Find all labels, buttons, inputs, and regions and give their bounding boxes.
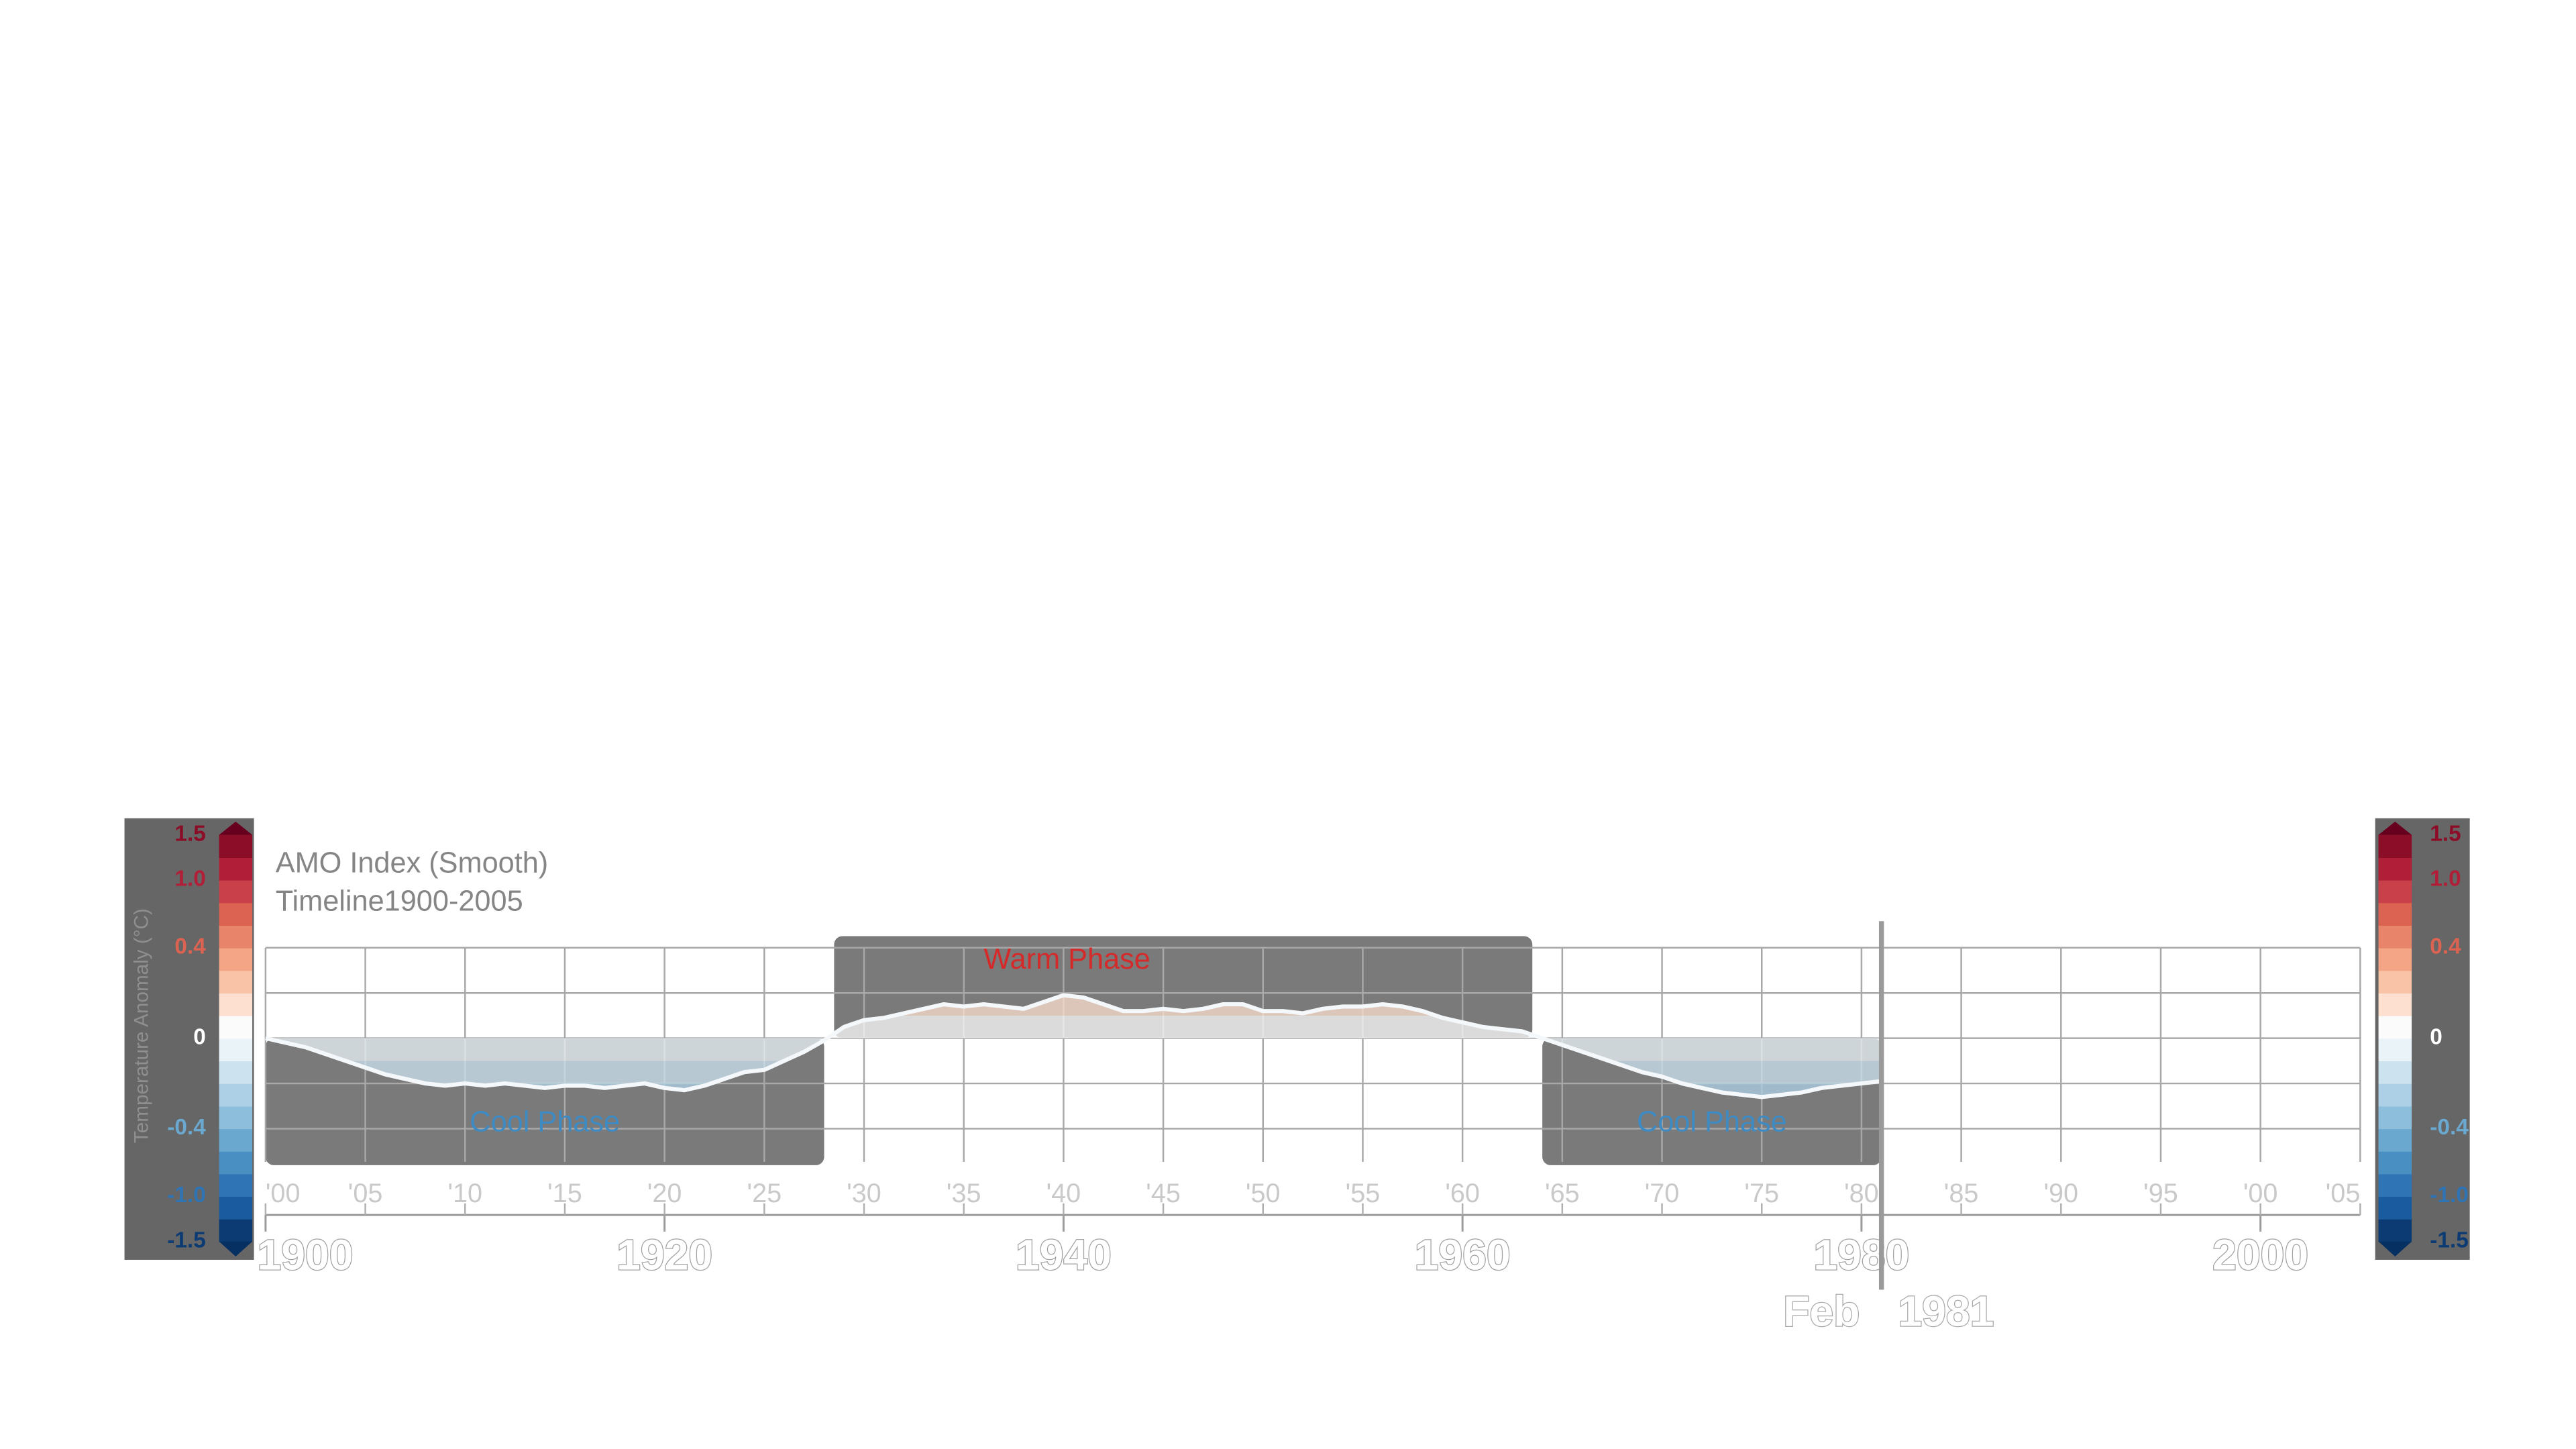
x-major-label: 1960 — [1415, 1230, 1511, 1279]
x-tick-label: '25 — [747, 1179, 782, 1208]
x-tick-label: '20 — [647, 1179, 682, 1208]
colorbar-segment — [219, 1061, 253, 1084]
colorbar-segment — [219, 1219, 253, 1242]
x-tick-label: '75 — [1744, 1179, 1779, 1208]
colorbar-tick-label: 1.0 — [174, 867, 205, 892]
chart-subtitle: Timeline1900-2005 — [276, 885, 523, 917]
colorbar-segment — [219, 835, 253, 858]
colorbar-tick-label: 1.0 — [2430, 867, 2461, 892]
colorbar-tick-label: -1.5 — [2430, 1228, 2469, 1253]
phase-label: Cool Phase — [470, 1106, 620, 1138]
x-tick-label: '95 — [2143, 1179, 2178, 1208]
colorbar-segment — [2378, 970, 2412, 994]
colorbar-segment — [219, 1038, 253, 1062]
x-tick-label: '05 — [2326, 1179, 2361, 1208]
colorbar-segment — [219, 1128, 253, 1152]
phase-label: Warm Phase — [983, 943, 1150, 975]
x-tick-label: '65 — [1545, 1179, 1580, 1208]
colorbar-segment — [2378, 1106, 2412, 1130]
colorbar-segment — [2378, 879, 2412, 904]
x-major-label: 1940 — [1016, 1230, 1112, 1279]
x-tick-label: '90 — [2043, 1179, 2078, 1208]
colorbar-segment — [219, 1106, 253, 1130]
colorbar-tick-label: -0.4 — [167, 1115, 206, 1140]
colorbar-segment — [219, 1196, 253, 1220]
x-tick-label: '40 — [1046, 1179, 1081, 1208]
colorbar-tick-label: 0.4 — [2430, 934, 2461, 959]
x-tick-label: '10 — [447, 1179, 482, 1208]
colorbar-tick-label: -1.0 — [167, 1183, 206, 1208]
colorbar-tick-label: 0.4 — [174, 934, 206, 959]
colorbar-segment — [2378, 857, 2412, 881]
colorbar-segment — [219, 1015, 253, 1039]
colorbar-tick-label: 0 — [193, 1024, 206, 1049]
x-major-label: 2000 — [2212, 1230, 2308, 1279]
colorbar-segment — [2378, 902, 2412, 926]
colorbar-segment — [2378, 1083, 2412, 1107]
colorbar-under — [219, 1241, 253, 1256]
y-axis-label: Temperature Anomaly (°C) — [131, 908, 153, 1143]
colorbar-tick-label: -0.4 — [2430, 1115, 2469, 1140]
colorbar-under — [2378, 1241, 2412, 1256]
colorbar-segment — [2378, 947, 2412, 971]
current-time: Feb 1981 — [1782, 921, 1995, 1336]
colorbar-segment — [2378, 1061, 2412, 1084]
colorbar-tick-label: 0 — [2430, 1024, 2443, 1049]
x-tick-label: '00 — [266, 1179, 301, 1208]
chart-title: AMO Index (Smooth) — [276, 847, 549, 879]
x-major-label: 1980 — [1813, 1230, 1909, 1279]
colorbar-segment — [2378, 993, 2412, 1016]
x-major-label: 1900 — [258, 1230, 354, 1279]
colorbar-segment — [219, 970, 253, 994]
series — [265, 993, 1882, 1099]
colorbar-segment — [219, 993, 253, 1016]
colorbar-segment — [2378, 1219, 2412, 1242]
phase-labels: Cool Phase Warm Phase Cool Phase — [470, 943, 1786, 1138]
colorbar-tick-label: -1.0 — [2430, 1183, 2469, 1208]
colorbar-over — [2378, 821, 2412, 835]
x-tick-label: '60 — [1445, 1179, 1480, 1208]
x-tick-label: '35 — [947, 1179, 981, 1208]
current-year: 1981 — [1898, 1287, 1994, 1336]
x-tick-label: '80 — [1844, 1179, 1879, 1208]
colorbar-segment — [219, 1173, 253, 1197]
colorbar-segment — [2378, 1151, 2412, 1175]
colorbar-tick-label: -1.5 — [167, 1228, 206, 1253]
area — [265, 995, 1882, 1097]
colorbar-tick-label: 1.5 — [174, 821, 205, 846]
x-tick-label: '00 — [2243, 1179, 2278, 1208]
colorbar-segment — [2378, 1173, 2412, 1197]
colorbar-segment — [2378, 835, 2412, 858]
colorbar-segment — [219, 879, 253, 904]
colorbar-segment — [219, 1151, 253, 1175]
x-tick-label: '05 — [348, 1179, 383, 1208]
x-tick-label: '85 — [1944, 1179, 1979, 1208]
colorbar-over — [219, 821, 253, 835]
colorbar-segment — [219, 1083, 253, 1107]
colorbar-segment — [2378, 1196, 2412, 1220]
x-major-label: 1920 — [616, 1230, 712, 1279]
current-month: Feb — [1783, 1287, 1860, 1336]
x-tick-label: '15 — [547, 1179, 582, 1208]
x-tick-label: '70 — [1645, 1179, 1680, 1208]
x-tick-label: '45 — [1146, 1179, 1181, 1208]
colorbar-segment — [219, 857, 253, 881]
phase-label: Cool Phase — [1637, 1106, 1787, 1138]
colorbar-segment — [2378, 1038, 2412, 1062]
colorbar-segment — [2378, 925, 2412, 949]
colorbar-segment — [2378, 1015, 2412, 1039]
colorbar-segment — [219, 925, 253, 949]
x-tick-label: '50 — [1246, 1179, 1281, 1208]
x-axis: '00 '05 '10 '15 '20 '25 '30 '35 '40 '45 '50 '55 '60 '… — [256, 1179, 2361, 1280]
colorbar-segment — [2378, 1128, 2412, 1152]
x-tick-label: '30 — [847, 1179, 881, 1208]
x-tick-label: '55 — [1346, 1179, 1381, 1208]
colorbars: 1.5 1.0 0.4 0 -0.4 -1.0 -1.5 1.5 1.0 0.4 0 -0.4 -1.0… — [167, 821, 2469, 1256]
colorbar-tick-label: 1.5 — [2430, 821, 2461, 846]
colorbar-segment — [219, 947, 253, 971]
line — [265, 993, 1882, 1099]
colorbar-segment — [219, 902, 253, 926]
